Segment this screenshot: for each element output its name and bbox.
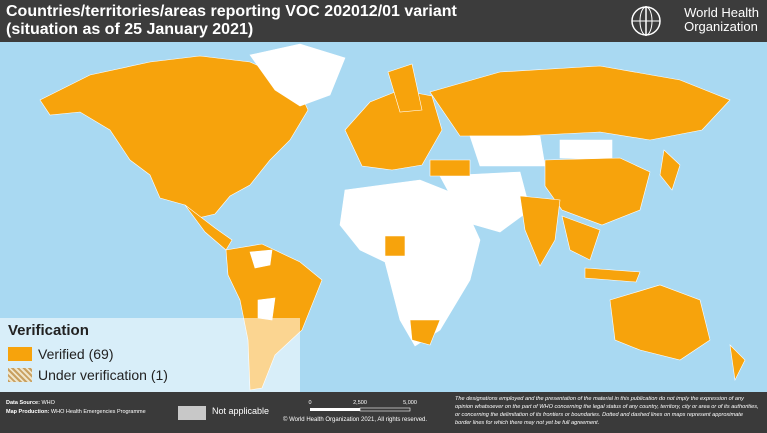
scale-label: 2,500 [353,400,367,406]
australia [609,284,711,361]
europe [344,89,443,171]
title: Countries/territories/areas reporting VO… [6,3,457,20]
scale-seg [359,407,411,412]
legend-label: Verified (69) [38,346,114,362]
scale-bar: 0 2,500 5,000 [308,400,417,412]
russia [429,65,731,141]
scandinavia [387,63,423,113]
scale-label: 5,000 [403,400,417,406]
scale-label: 0 [308,400,311,406]
value: WHO Health Emergencies Programme [50,409,146,415]
legend-label: Under verification (1) [38,367,168,383]
not-applicable-swatch [178,406,206,420]
north-america [39,55,309,219]
india [519,195,561,267]
china [544,157,651,226]
not-applicable: Not applicable [212,406,270,416]
scale-seg [310,408,360,411]
copyright: © World Health Organization 2021, All ri… [283,417,428,423]
africa-verified [384,235,441,346]
label: Data Source: [6,400,40,406]
subtitle: (situation as of 25 January 2021) [6,21,254,38]
disclaimer: The designations employed and the presen… [455,396,759,426]
footer: Data Source: WHO Map Production: WHO Hea… [0,392,767,433]
organization: World Health Organization [684,6,759,34]
south-east-asia [561,215,641,283]
turkey [429,159,471,177]
japan [659,149,681,191]
header: Countries/territories/areas reporting VO… [0,0,767,42]
legend-swatch [8,347,32,361]
legend-swatch [8,368,32,382]
map-production: Map Production: WHO Health Emergencies P… [6,409,146,415]
greenland [249,43,346,107]
label: Map Production: [6,409,50,415]
org-line: World Health [684,5,759,20]
legend: Verification Verified (69) Under verific… [0,318,300,392]
legend-title: Verification [8,322,89,339]
who-logo [631,6,661,36]
central-america [184,204,233,251]
org-line: Organization [684,19,758,34]
legend-item: Verified (69) [8,346,113,362]
data-source: Data Source: WHO [6,400,55,406]
legend-item: Under verification (1) [8,367,168,383]
value: WHO [41,400,55,406]
new-zealand [729,344,746,381]
